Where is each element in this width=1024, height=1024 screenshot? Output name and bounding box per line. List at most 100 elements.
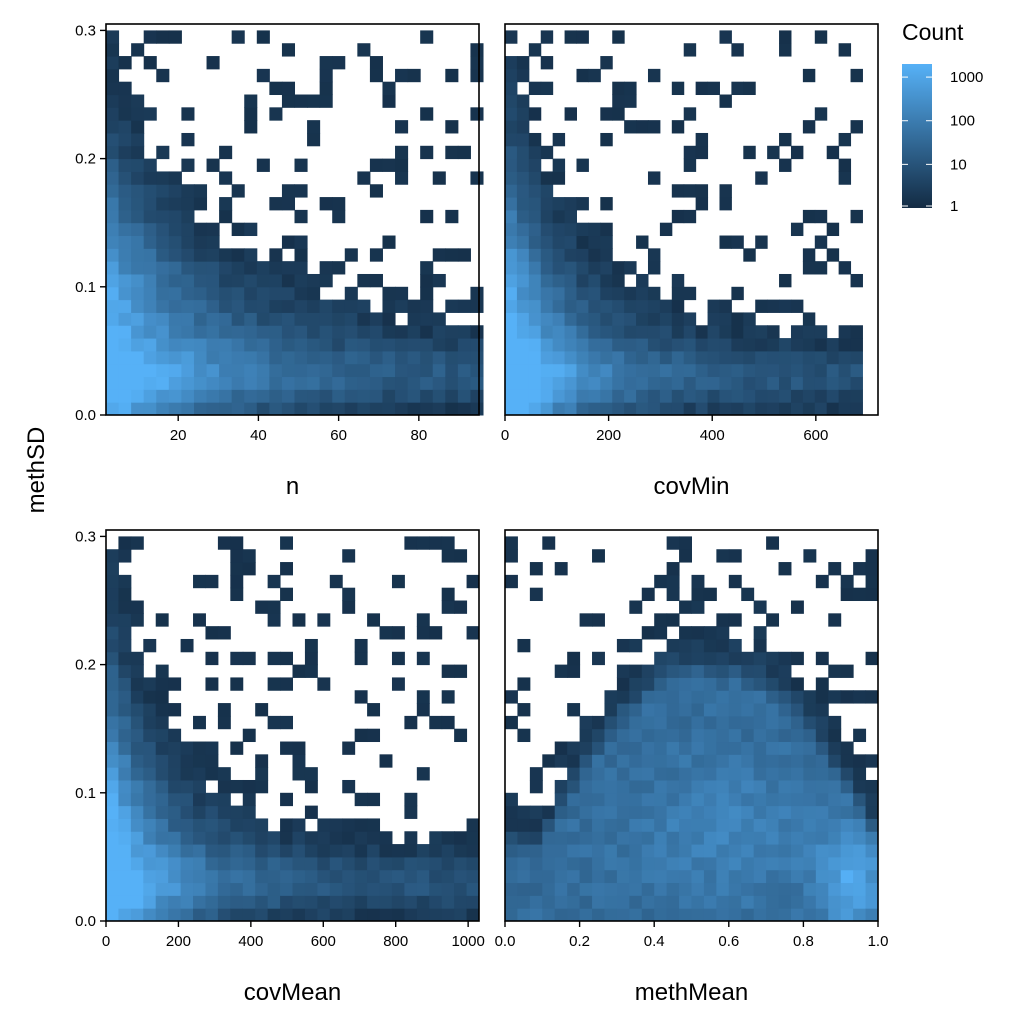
heat-tile: [219, 286, 233, 301]
heat-tile: [691, 869, 705, 884]
heat-tile: [118, 209, 132, 224]
heat-tile: [666, 703, 680, 717]
heat-tile: [181, 338, 195, 352]
heat-tile: [802, 209, 816, 224]
heat-tile: [118, 171, 132, 185]
heat-tile: [850, 376, 863, 390]
heat-tile: [576, 286, 589, 301]
heat-tile: [244, 363, 258, 378]
heat-tile: [691, 754, 705, 768]
heat-tile: [231, 402, 245, 416]
heat-tile: [269, 299, 283, 313]
heat-tile: [143, 779, 157, 794]
heat-tile: [600, 350, 613, 365]
heat-tile: [505, 145, 518, 160]
heat-tile: [470, 338, 484, 352]
heat-tile: [540, 325, 554, 339]
heat-tile: [659, 389, 673, 403]
heat-tile: [654, 728, 668, 743]
heat-tile: [853, 856, 867, 871]
heat-tile: [542, 895, 556, 909]
heat-tile: [540, 402, 554, 416]
heat-tile: [641, 895, 655, 909]
heat-tile: [369, 312, 383, 326]
heat-tile: [629, 895, 643, 909]
heat-tile: [600, 389, 613, 403]
heat-tile: [369, 325, 383, 339]
heat-tile: [600, 299, 613, 313]
heat-tile: [766, 818, 780, 832]
heat-tile: [130, 703, 144, 717]
heat-tile: [441, 856, 455, 871]
heat-tile: [703, 869, 717, 884]
heat-tile: [180, 844, 194, 858]
heat-tile: [319, 273, 333, 288]
heat-tile: [691, 895, 705, 909]
heat-tile: [131, 209, 145, 224]
y-tick-label: 0.1: [75, 279, 96, 296]
heat-tile: [304, 856, 318, 871]
heat-tile: [193, 741, 206, 755]
heat-tile: [454, 600, 468, 614]
heat-tile: [604, 805, 618, 819]
heat-tile: [404, 856, 418, 871]
heat-tile: [280, 562, 293, 576]
heat-tile: [703, 677, 717, 691]
heat-tile: [671, 376, 685, 390]
heat-tile: [564, 299, 577, 313]
heat-tile: [654, 613, 668, 627]
heat-tile: [416, 856, 430, 871]
heat-tile: [802, 350, 816, 365]
heat-tile: [441, 600, 455, 614]
heat-tile: [600, 132, 613, 147]
heat-tile: [404, 869, 418, 884]
heat-tile: [445, 209, 459, 224]
heat-tile: [865, 779, 879, 794]
heat-tile: [853, 779, 867, 794]
heat-tile: [865, 895, 879, 909]
heat-tile: [755, 171, 768, 185]
heat-tile: [281, 286, 296, 301]
heat-tile: [803, 805, 817, 819]
heat-tile: [255, 600, 269, 614]
heat-tile: [529, 869, 543, 884]
heat-tile: [256, 325, 270, 339]
heat-tile: [292, 741, 306, 755]
heat-tile: [304, 882, 318, 896]
heat-tile: [753, 728, 767, 743]
heat-tile: [803, 895, 817, 909]
heat-tile: [815, 844, 829, 858]
heat-tile: [505, 844, 518, 858]
heat-tile: [683, 376, 697, 390]
heat-tile: [242, 779, 256, 794]
heat-tile: [267, 844, 281, 858]
heat-tile: [600, 248, 613, 262]
heat-tile: [256, 312, 270, 326]
heat-tile: [505, 882, 518, 896]
heat-tile: [329, 831, 343, 845]
heat-tile: [588, 376, 601, 390]
heat-tile: [588, 273, 601, 288]
heat-tile: [231, 248, 245, 262]
heat-tile: [457, 350, 471, 365]
heat-tile: [354, 728, 368, 743]
heat-tile: [828, 882, 842, 896]
heat-tile: [517, 856, 531, 871]
heat-tile: [612, 94, 625, 108]
heat-tile: [292, 831, 306, 845]
heat-tile: [703, 792, 717, 807]
heat-tile: [420, 209, 434, 224]
heat-tile: [636, 389, 649, 403]
heat-tile: [505, 56, 518, 70]
heat-tile: [641, 703, 655, 717]
heat-tile: [454, 869, 468, 884]
heat-tile: [505, 30, 518, 44]
heat-tile: [329, 844, 343, 858]
heat-tile: [552, 197, 566, 211]
heat-tile: [828, 844, 842, 858]
heat-tile: [853, 895, 867, 909]
heat-tile: [193, 715, 206, 730]
heat-tile: [716, 856, 730, 871]
heat-tile: [604, 690, 618, 704]
heat-tile: [269, 286, 283, 301]
